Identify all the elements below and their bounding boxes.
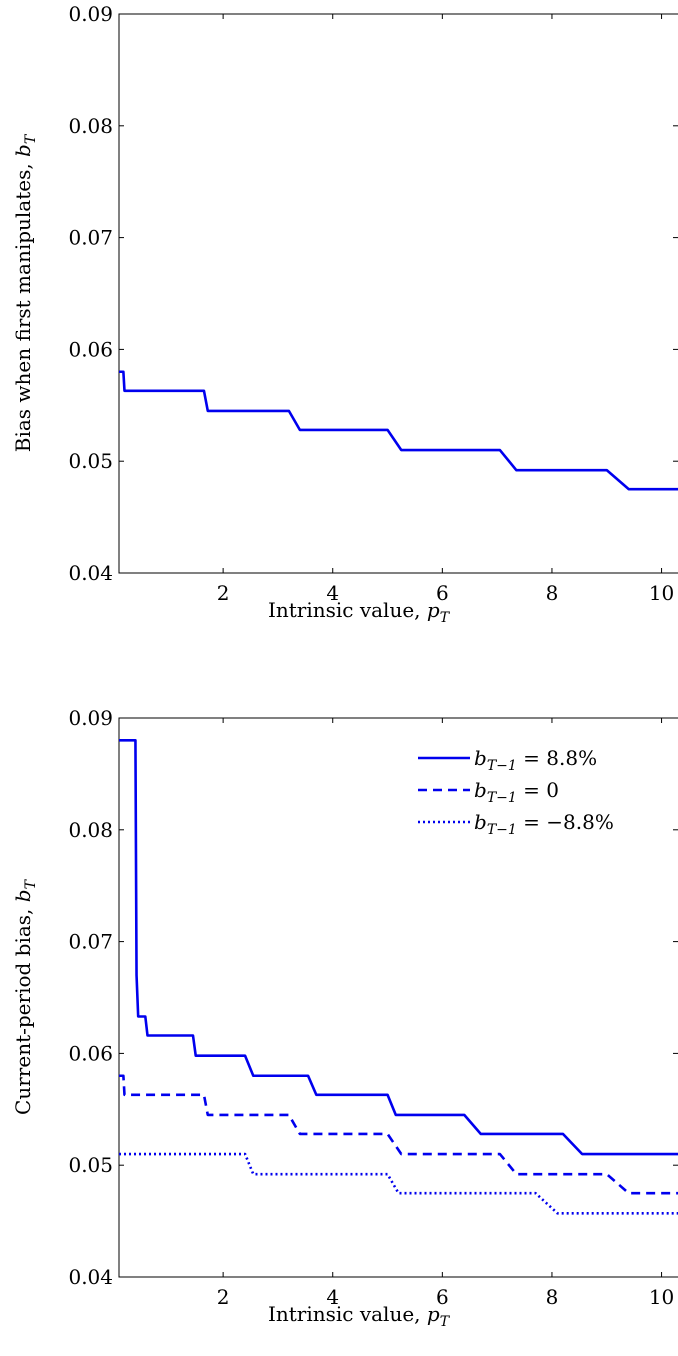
y-tick-label: 0.05	[68, 449, 113, 473]
y-tick-label: 0.09	[68, 2, 113, 26]
y-axis-label: Current-period bias, bT	[11, 878, 39, 1115]
x-tick-label: 4	[326, 581, 339, 605]
axis-frame	[118, 717, 678, 1278]
series-line-solid	[119, 370, 678, 491]
x-axis-label: Intrinsic value, pT	[268, 1302, 451, 1330]
axis-frame	[118, 13, 678, 574]
y-tick-label: 0.08	[68, 818, 113, 842]
x-tick-label: 8	[546, 581, 559, 605]
y-tick-label: 0.06	[68, 1041, 113, 1065]
y-tick-label: 0.08	[68, 114, 113, 138]
x-tick-label: 10	[649, 1285, 674, 1309]
y-tick-label: 0.06	[68, 337, 113, 361]
y-tick-label: 0.09	[68, 706, 113, 730]
y-tick-label: 0.05	[68, 1153, 113, 1177]
series-line-solid	[119, 739, 678, 1156]
series-line-dashed	[119, 1074, 678, 1195]
chart-bias-first-manipulates: 0.04 0.05 0.06 0.07 0.08 0.09 2 4 6 8 10 Intrinsic …	[11, 2, 678, 626]
x-tick-label: 10	[649, 581, 674, 605]
x-tick-label: 4	[326, 1285, 339, 1309]
legend-label: bT−1 = 0	[474, 778, 559, 806]
y-tick-label: 0.04	[68, 1265, 113, 1289]
x-tick-label: 6	[436, 1285, 449, 1309]
x-tick-label: 8	[546, 1285, 559, 1309]
x-tick-label: 6	[436, 581, 449, 605]
y-tick-label: 0.04	[68, 561, 113, 585]
chart-current-period-bias: 0.04 0.05 0.06 0.07 0.08 0.09 2 4 6 8 10 Intrinsic …	[11, 706, 678, 1330]
legend: bT−1 = 8.8% bT−1 = 0 bT−1 = −8.8%	[418, 746, 614, 838]
x-tick-label: 2	[217, 1285, 230, 1309]
series-line-dotted	[119, 1152, 678, 1215]
legend-label: bT−1 = 8.8%	[474, 746, 597, 774]
y-tick-label: 0.07	[68, 930, 113, 954]
x-axis-label: Intrinsic value, pT	[268, 598, 451, 626]
y-tick-label: 0.07	[68, 226, 113, 250]
y-axis-label: Bias when first manipulates, bT	[11, 133, 39, 452]
legend-label: bT−1 = −8.8%	[474, 810, 614, 838]
x-tick-label: 2	[217, 581, 230, 605]
